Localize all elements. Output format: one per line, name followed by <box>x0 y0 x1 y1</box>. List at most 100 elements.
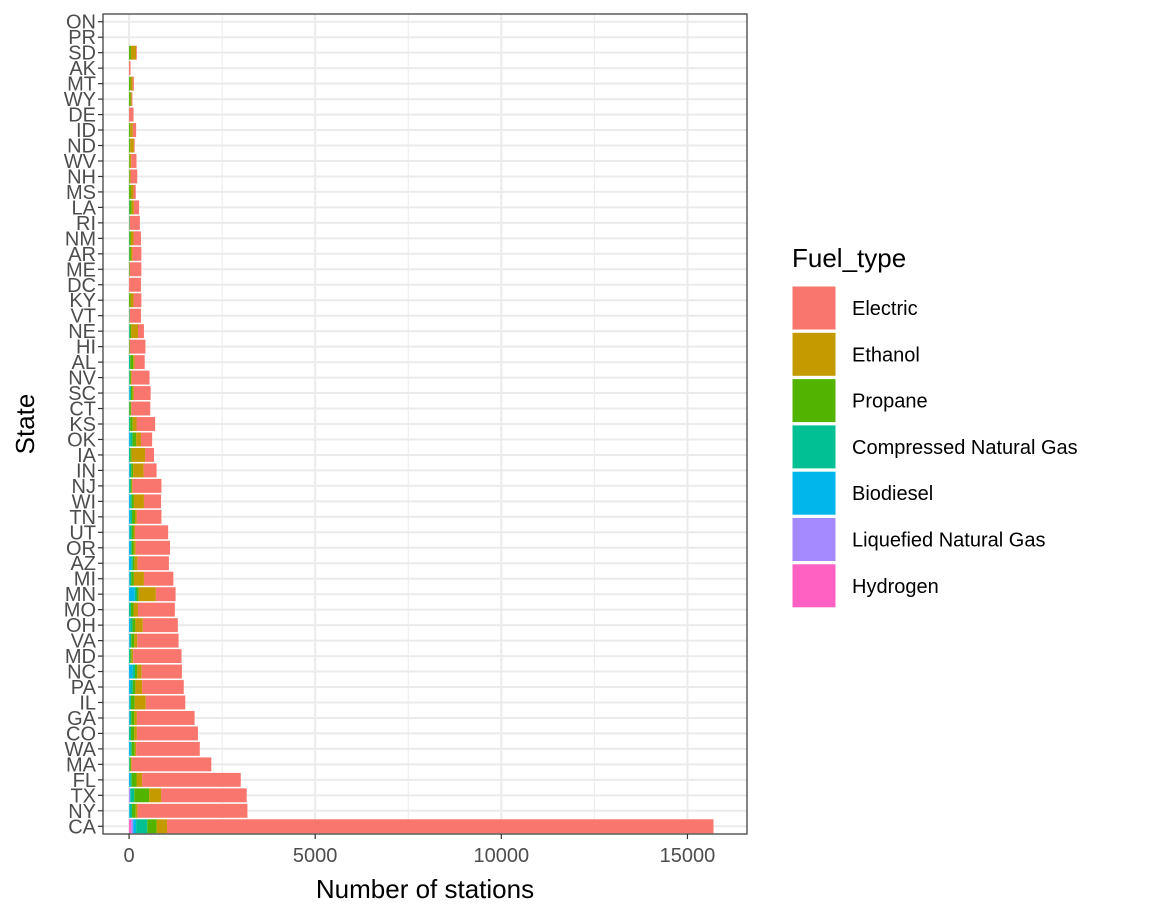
bar-ma-propane <box>129 757 131 772</box>
bar-nc-propane <box>135 664 138 679</box>
bar-mt-ethanol <box>130 76 133 91</box>
bar-or-ethanol <box>133 540 136 555</box>
bar-md-electric <box>133 649 182 664</box>
bar-nh-propane <box>129 169 130 184</box>
y-tick-label: MS <box>66 182 96 204</box>
bar-ri-electric <box>129 215 140 230</box>
bar-wi-compressed-natural-gas <box>130 494 132 509</box>
bar-az-electric <box>137 556 169 571</box>
y-tick-label: NE <box>68 321 96 343</box>
bar-ia-compressed-natural-gas <box>129 447 131 462</box>
bar-il-ethanol <box>134 695 146 710</box>
bar-wy-electric <box>131 92 133 107</box>
bar-md-ethanol <box>131 649 134 664</box>
bar-nc-ethanol <box>137 664 142 679</box>
y-tick-label: MT <box>67 74 96 96</box>
bar-il-compressed-natural-gas <box>129 695 131 710</box>
bar-ia-ethanol <box>131 447 146 462</box>
bar-ut-ethanol <box>133 525 136 540</box>
legend-label: Hydrogen <box>852 576 939 598</box>
bar-tn-propane <box>132 509 136 524</box>
y-tick-label: NM <box>65 228 96 250</box>
bar-sd-propane <box>129 45 131 60</box>
bar-la-electric <box>133 200 140 215</box>
bar-tn-compressed-natural-gas <box>130 509 133 524</box>
y-tick-label: PR <box>68 27 96 49</box>
bar-in-electric <box>143 463 157 478</box>
y-tick-label: MD <box>65 646 96 668</box>
bar-ar-electric <box>132 246 142 261</box>
y-tick-label: VT <box>70 306 96 328</box>
bar-ms-ethanol <box>130 184 134 199</box>
bar-fl-electric <box>142 772 241 787</box>
bar-fl-compressed-natural-gas <box>130 772 132 787</box>
bar-sc-ethanol <box>132 386 134 401</box>
x-axis: 0 5000 10000 15000 <box>123 834 715 867</box>
bar-wa-propane <box>131 741 135 756</box>
bar-mn-biodiesel <box>129 587 135 602</box>
bar-in-compressed-natural-gas <box>129 463 132 478</box>
bar-wi-biodiesel <box>129 494 131 509</box>
y-tick-label: AR <box>68 244 96 266</box>
y-tick-label: AL <box>72 352 96 374</box>
bar-mo-electric <box>137 602 175 617</box>
y-tick-label: DC <box>67 275 96 297</box>
bar-in-ethanol <box>133 463 144 478</box>
bar-ok-biodiesel <box>129 432 131 447</box>
y-tick-label: RI <box>76 213 96 235</box>
bar-nh-ethanol <box>129 169 131 184</box>
bar-ok-electric <box>140 432 153 447</box>
bar-ia-propane <box>130 447 132 462</box>
bar-wa-compressed-natural-gas <box>130 741 132 756</box>
legend-swatch-biodiesel <box>791 470 837 516</box>
y-tick-label: NJ <box>72 476 96 498</box>
y-tick-label: IN <box>76 460 96 482</box>
bar-mi-propane <box>131 571 134 586</box>
bar-fl-ethanol <box>136 772 143 787</box>
y-tick-label: GA <box>67 708 97 730</box>
bar-oh-biodiesel <box>129 618 131 633</box>
bar-ca-liquefied-natural-gas <box>131 819 134 834</box>
legend-label: Liquefied Natural Gas <box>852 530 1045 552</box>
bar-pa-propane <box>132 680 136 694</box>
bar-sc-compressed-natural-gas <box>129 386 131 401</box>
bar-tx-liquefied-natural-gas <box>129 788 131 803</box>
bar-ca-ethanol <box>156 819 168 834</box>
y-tick-label: SC <box>68 383 96 405</box>
bar-nj-electric <box>132 478 162 493</box>
bar-nm-propane <box>129 231 131 246</box>
bar-wa-electric <box>136 741 200 756</box>
y-tick-label: OK <box>67 429 97 451</box>
y-tick-label: IL <box>79 692 96 714</box>
bar-oh-propane <box>132 618 136 633</box>
y-tick-label: UT <box>69 522 96 544</box>
bar-id-electric <box>132 123 137 137</box>
bar-oh-compressed-natural-gas <box>130 618 133 633</box>
bar-fl-biodiesel <box>129 772 131 787</box>
y-axis-title: State <box>10 394 40 455</box>
bar-tn-ethanol <box>135 509 137 524</box>
bar-co-electric <box>136 726 198 741</box>
bar-ne-ethanol <box>131 324 138 339</box>
bar-tx-propane <box>134 788 150 803</box>
bar-wi-electric <box>143 494 162 509</box>
bar-me-propane <box>129 262 130 277</box>
bar-tx-electric <box>161 788 247 803</box>
bar-ky-ethanol <box>130 293 134 308</box>
bar-az-ethanol <box>134 556 138 571</box>
bar-sd-electric <box>136 45 137 60</box>
bar-mo-ethanol <box>133 602 138 617</box>
bar-ak-electric <box>129 61 131 76</box>
bar-va-ethanol <box>134 633 138 648</box>
bar-az-biodiesel <box>129 556 132 571</box>
bar-mn-ethanol <box>138 587 156 602</box>
y-tick-label: NC <box>67 662 96 684</box>
bar-or-propane <box>131 540 134 555</box>
x-tick-label: 10000 <box>473 845 529 867</box>
y-tick-label: WY <box>64 89 96 111</box>
bar-nv-compressed-natural-gas <box>129 370 130 385</box>
bar-ia-electric <box>145 447 154 462</box>
x-tick-label: 15000 <box>660 845 716 867</box>
x-tick-label: 0 <box>123 845 134 867</box>
